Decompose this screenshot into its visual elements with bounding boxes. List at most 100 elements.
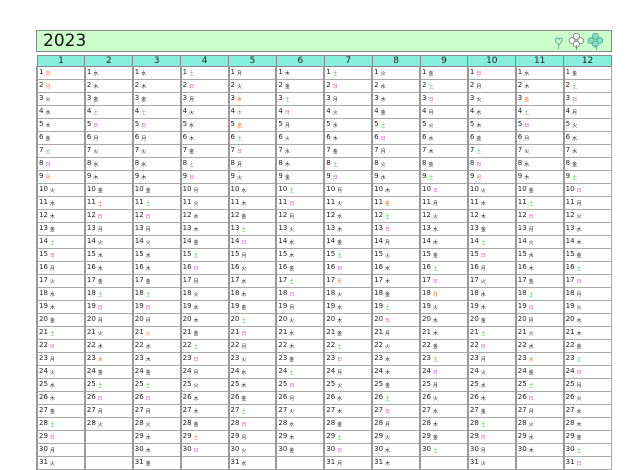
day-number: 28 <box>230 419 240 427</box>
day-number: 23 <box>469 354 479 362</box>
day-cell: 13 月 <box>131 222 182 236</box>
day-number: 3 <box>565 94 571 102</box>
weekday-label: 日 <box>480 435 486 441</box>
day-cell: 13 金 <box>36 222 86 236</box>
day-cell: 16 土 <box>419 261 469 275</box>
day-number: 14 <box>326 237 336 245</box>
day-number: 17 <box>565 276 575 284</box>
day-cell: 11 土 <box>514 196 565 210</box>
weekday-label: 金 <box>528 279 534 285</box>
day-number: 21 <box>39 328 48 336</box>
day-number: 7 <box>517 146 523 154</box>
day-cell: 15 月 <box>227 248 277 262</box>
day-number: 28 <box>374 419 384 427</box>
weekday-label: 土 <box>428 175 434 181</box>
day-number: 29 <box>326 432 336 440</box>
day-number: 3 <box>517 94 523 102</box>
day-number: 28 <box>326 419 336 427</box>
weekday-label: 日 <box>241 422 247 428</box>
month-header-7: 7 <box>323 55 373 67</box>
weekday-label: 土 <box>572 175 578 181</box>
day-number: 1 <box>422 68 427 76</box>
day-cell: 30 日 <box>179 443 229 457</box>
day-cell: 19 水 <box>179 300 229 314</box>
empty-cell <box>419 456 469 470</box>
day-number: 23 <box>86 354 96 362</box>
day-number: 17 <box>422 276 431 284</box>
day-cell: 14 土 <box>36 235 86 249</box>
day-number: 22 <box>86 341 96 349</box>
weekday-label: 火 <box>236 175 242 181</box>
day-cell: 15 水 <box>131 248 182 262</box>
day-cell: 21 土 <box>466 326 517 340</box>
day-number: 30 <box>422 445 431 453</box>
weekday-label: 日 <box>141 123 147 129</box>
weekday-label: 土 <box>189 162 195 168</box>
day-number: 19 <box>86 302 96 310</box>
day-number: 1 <box>517 68 523 76</box>
day-number: 20 <box>565 315 575 323</box>
weekday-label: 水 <box>432 227 438 233</box>
day-cell: 24 日 <box>419 365 469 379</box>
decoration <box>555 32 604 51</box>
weekday-label: 火 <box>524 149 530 155</box>
weekday-label: 水 <box>380 175 386 181</box>
day-number: 29 <box>422 432 431 440</box>
weekday-label: 木 <box>284 162 290 168</box>
day-cell: 17 金 <box>131 274 182 288</box>
day-number: 14 <box>565 237 575 245</box>
day-number: 19 <box>517 302 527 310</box>
day-cell: 26 月 <box>275 391 325 405</box>
day-number: 10 <box>517 185 527 193</box>
day-cell: 28 金 <box>179 417 229 431</box>
day-number: 12 <box>469 211 479 219</box>
weekday-label: 木 <box>528 266 534 272</box>
day-row: 14 土 14 火 14 火 14 金 14 日 14 水 14 金 14 月 14 木 14 土 14 火 14 木 <box>36 235 612 249</box>
day-number: 2 <box>134 81 140 89</box>
weekday-label: 金 <box>528 370 534 376</box>
empty-cell <box>179 456 229 470</box>
day-number: 2 <box>326 81 331 89</box>
weekday-label: 土 <box>193 253 199 259</box>
day-number: 27 <box>326 406 336 414</box>
day-cell: 30 木 <box>514 443 565 457</box>
day-cell: 26 水 <box>179 391 229 405</box>
day-cell: 27 月 <box>514 404 565 418</box>
day-cell: 27 金 <box>466 404 517 418</box>
day-number: 1 <box>39 68 44 76</box>
weekday-label: 木 <box>93 84 99 90</box>
day-cell: 21 木 <box>562 326 612 340</box>
day-number: 25 <box>134 380 144 388</box>
weekday-label: 月 <box>432 201 438 207</box>
weekday-label: 日 <box>145 396 151 402</box>
weekday-label: 火 <box>576 305 582 311</box>
weekday-label: 火 <box>189 110 195 116</box>
weekday-label: 土 <box>289 188 295 194</box>
day-cell: 26 日 <box>514 391 565 405</box>
day-cell: 25 水 <box>466 378 517 392</box>
weekday-label: 金 <box>428 162 434 168</box>
month-header-row: 1 2 3 4 5 6 7 8 9 10 11 12 <box>36 55 612 67</box>
day-number: 31 <box>565 458 575 466</box>
weekday-label: 土 <box>476 149 482 155</box>
day-number: 27 <box>230 406 240 414</box>
day-cell: 10 金 <box>514 183 565 197</box>
weekday-label: 日 <box>289 292 295 298</box>
weekday-label: 水 <box>141 162 147 168</box>
weekday-label: 日 <box>476 162 482 168</box>
day-number: 25 <box>182 380 192 388</box>
weekday-label: 水 <box>241 279 247 285</box>
day-number: 11 <box>326 198 336 206</box>
day-cell: 22 金 <box>562 339 612 353</box>
weekday-label: 金 <box>141 97 147 103</box>
weekday-label: 火 <box>576 396 582 402</box>
weekday-label: 土 <box>236 136 242 142</box>
day-cell: 29 日 <box>36 430 86 444</box>
day-cell: 19 火 <box>419 300 469 314</box>
